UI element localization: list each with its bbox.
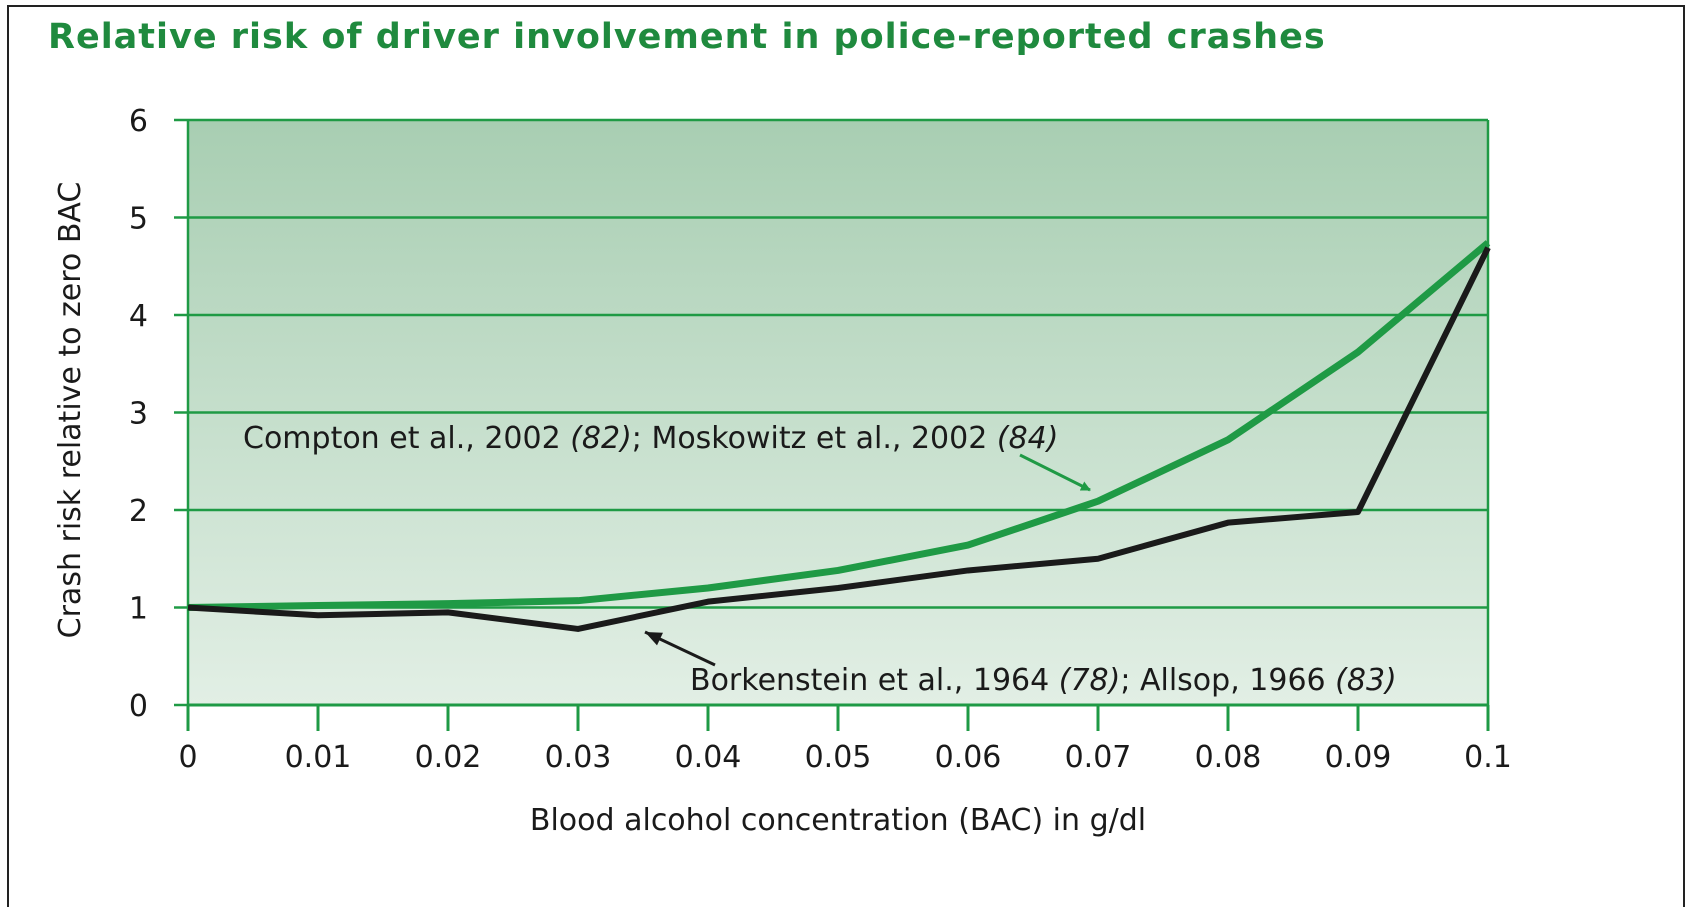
series-label: Borkenstein et al., 1964 (78); Allsop, 1… (690, 663, 1397, 698)
x-tick-label: 0.05 (805, 740, 872, 775)
y-tick-label: 5 (129, 202, 148, 237)
x-tick-label: 0.09 (1325, 740, 1392, 775)
chart-title: Relative risk of driver involvement in p… (48, 17, 1326, 57)
y-tick-label: 2 (129, 494, 148, 529)
x-tick-label: 0 (178, 740, 197, 775)
y-tick-label: 0 (129, 689, 148, 724)
series-label: Compton et al., 2002 (82); Moskowitz et … (243, 421, 1058, 456)
series-label-part: ; Allsop, 1966 (1120, 663, 1335, 698)
y-tick-label: 1 (129, 592, 148, 627)
x-tick-label: 0.03 (545, 740, 612, 775)
series-label-part: (78) (1059, 663, 1121, 698)
x-tick-label: 0.08 (1195, 740, 1262, 775)
data-line (187, 240, 1491, 611)
annotation-arrowhead (645, 632, 663, 646)
x-tick-label: 0.02 (415, 740, 482, 775)
x-tick-label: 0.07 (1065, 740, 1132, 775)
x-tick-label: 0.01 (285, 740, 352, 775)
annotation-arrow (1019, 453, 1091, 492)
y-tick-label: 4 (129, 299, 148, 334)
series-label-part: ; Moskowitz et al., 2002 (632, 421, 997, 456)
y-tick-label: 3 (129, 397, 148, 432)
series-label-part: (83) (1335, 663, 1397, 698)
series-label-part: (82) (570, 421, 632, 456)
series-label-part: Borkenstein et al., 1964 (690, 663, 1059, 698)
y-tick-label: 6 (129, 104, 148, 139)
data-line (187, 246, 1491, 632)
x-tick-label: 0.04 (675, 740, 742, 775)
x-tick-label: 0.06 (935, 740, 1002, 775)
y-axis-label: Crash risk relative to zero BAC (53, 182, 88, 639)
series-label-part: Compton et al., 2002 (243, 421, 570, 456)
series-label-part: (84) (997, 421, 1059, 456)
frame (7, 5, 1685, 907)
x-tick-label: 0.1 (1464, 740, 1512, 775)
x-axis-label: Blood alcohol concentration (BAC) in g/d… (530, 803, 1146, 838)
